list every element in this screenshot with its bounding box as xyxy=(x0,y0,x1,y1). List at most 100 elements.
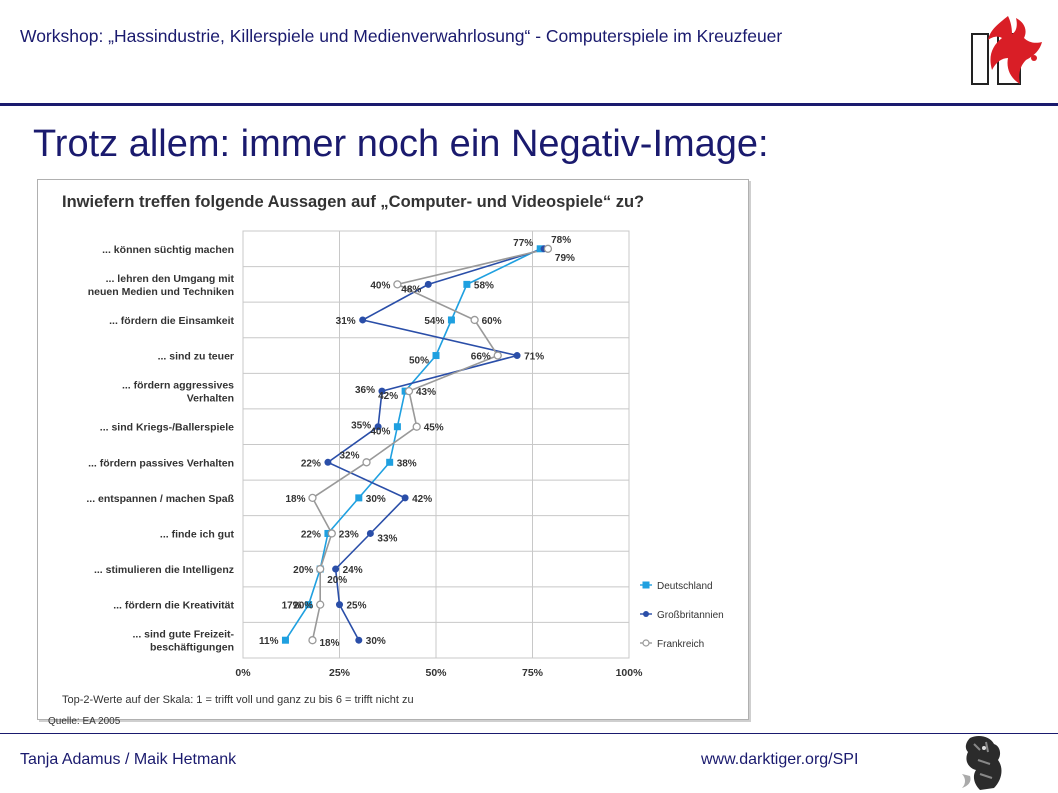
data-label: 66% xyxy=(471,352,491,363)
category-label: ... fördern die Einsamkeit xyxy=(109,315,234,327)
data-label: 30% xyxy=(366,636,386,647)
series-line-deutschland xyxy=(284,248,541,641)
data-label: 78% xyxy=(551,235,571,246)
x-tick-label: 50% xyxy=(425,667,447,679)
slide-title: Trotz allem: immer noch ein Negativ-Imag… xyxy=(33,123,769,165)
header-divider xyxy=(0,103,1058,106)
category-label: ... lehren den Umgang mit neuen Medien un… xyxy=(88,273,235,298)
legend-label: Frankreich xyxy=(657,639,704,650)
data-label: 50% xyxy=(409,356,429,367)
data-point xyxy=(362,458,371,467)
data-label: 20% xyxy=(293,565,313,576)
chart: Inwiefern treffen folgende Aussagen auf … xyxy=(62,193,724,706)
data-point xyxy=(493,351,502,360)
category-label: ... sind Kriegs-/Ballerspiele xyxy=(100,422,234,434)
red-bird-logo-icon xyxy=(971,16,1042,85)
data-label: 48% xyxy=(401,284,421,295)
data-label: 20% xyxy=(293,601,313,612)
data-point xyxy=(308,636,317,645)
data-label: 32% xyxy=(339,450,359,461)
data-label: 23% xyxy=(339,530,359,541)
workshop-title: Workshop: „Hassindustrie, Killerspiele u… xyxy=(20,26,783,46)
chart-panel: Inwiefern treffen folgende Aussagen auf … xyxy=(37,179,749,720)
category-label: ... finde ich gut xyxy=(160,529,235,541)
data-point xyxy=(316,600,325,609)
series-line-gro-britannien xyxy=(326,248,545,641)
x-tick-label: 100% xyxy=(616,667,644,679)
data-label: 17% xyxy=(282,601,302,612)
data-point xyxy=(305,601,313,609)
data-point xyxy=(447,316,455,324)
data-point xyxy=(327,529,336,538)
data-point xyxy=(404,386,414,396)
data-point xyxy=(470,315,479,325)
category-label: ... sind zu teuer xyxy=(158,351,234,363)
data-label: 35% xyxy=(351,421,371,432)
legend-item: Großbritannien xyxy=(640,610,724,621)
data-label: 25% xyxy=(347,601,367,612)
data-label: 22% xyxy=(301,530,321,541)
data-label: 60% xyxy=(482,316,502,327)
data-point xyxy=(386,458,394,466)
category-label: ... können süchtig machen xyxy=(102,244,234,256)
legend-item: Frankreich xyxy=(640,639,704,650)
category-label: ... entspannen / machen Spaß xyxy=(86,493,234,505)
data-label: 45% xyxy=(424,423,444,434)
data-label: 31% xyxy=(336,316,356,327)
data-point xyxy=(324,458,332,466)
x-tick-label: 25% xyxy=(329,667,351,679)
data-point xyxy=(378,387,386,395)
legend-item: Deutschland xyxy=(640,581,713,592)
category-label: ... fördern passives Verhalten xyxy=(88,457,234,469)
data-label: 33% xyxy=(377,534,397,545)
data-label: 79% xyxy=(555,253,575,264)
data-label: 43% xyxy=(416,387,436,398)
data-label: 77% xyxy=(513,238,533,249)
data-label: 22% xyxy=(301,458,321,469)
data-point xyxy=(332,565,340,573)
data-point xyxy=(281,636,289,644)
data-label: 20% xyxy=(327,575,347,586)
data-point xyxy=(374,423,382,431)
data-point xyxy=(393,423,401,431)
tiger-mascot-icon xyxy=(962,736,1002,790)
data-label: 30% xyxy=(366,494,386,505)
data-point xyxy=(308,493,317,503)
category-label: ... fördern die Kreativität xyxy=(113,600,234,612)
data-label: 58% xyxy=(474,280,494,291)
data-label: 42% xyxy=(412,494,432,505)
data-label: 18% xyxy=(320,638,340,649)
data-label: 38% xyxy=(397,458,417,469)
x-axis-label: Top-2-Werte auf der Skala: 1 = trifft vo… xyxy=(62,694,414,706)
data-label: 54% xyxy=(424,316,444,327)
data-label: 42% xyxy=(378,391,398,402)
data-point xyxy=(359,316,367,324)
data-label: 40% xyxy=(370,427,390,438)
data-point xyxy=(316,564,325,574)
data-point xyxy=(401,494,409,502)
legend-marker xyxy=(642,639,650,647)
data-label: 36% xyxy=(355,385,375,396)
data-label: 11% xyxy=(259,636,279,647)
footer-authors: Tanja Adamus / Maik Hetmank xyxy=(20,751,237,768)
data-point xyxy=(424,280,432,288)
data-point xyxy=(336,601,343,609)
footer-divider xyxy=(0,733,1058,734)
footer-url[interactable]: www.darktiger.org/SPI xyxy=(701,751,859,768)
data-label: 71% xyxy=(524,352,544,363)
data-point xyxy=(463,280,471,288)
data-label: 40% xyxy=(370,280,390,291)
category-label: ... fördern aggressives Verhalten xyxy=(122,380,234,405)
legend-marker xyxy=(643,611,649,617)
x-tick-label: 0% xyxy=(235,667,251,679)
category-label: ... stimulieren die Intelligenz xyxy=(94,564,234,576)
legend-marker xyxy=(642,581,650,589)
data-point xyxy=(543,244,553,253)
data-point xyxy=(393,280,402,289)
data-label: 24% xyxy=(343,565,363,576)
x-tick-label: 75% xyxy=(522,667,544,679)
series-line-frankreich xyxy=(311,248,549,641)
data-point xyxy=(432,352,440,360)
data-point xyxy=(536,245,544,253)
data-point xyxy=(355,494,363,502)
